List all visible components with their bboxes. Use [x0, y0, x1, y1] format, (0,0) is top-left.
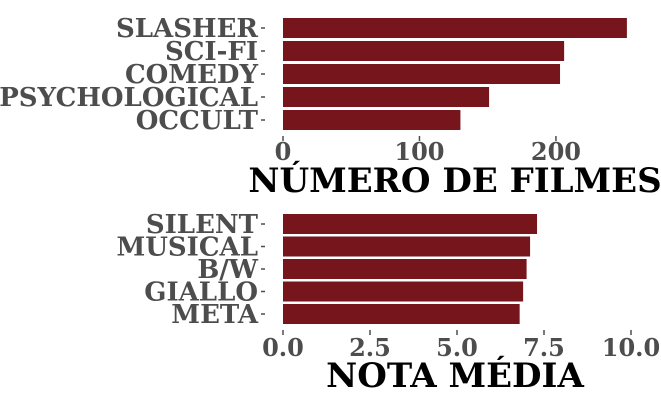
film-count-category-label: OCCULT: [136, 106, 259, 136]
average-rating-x-tick-label: 2.5: [349, 333, 391, 362]
film-count-category-label: SCI-FI: [165, 37, 258, 67]
film-count-bar: [283, 87, 490, 107]
film-count-x-tick-label: 0: [275, 137, 292, 166]
average-rating-category-label: MUSICAL: [116, 233, 258, 263]
average-rating-x-tick-label: 7.5: [523, 333, 565, 362]
average-rating-category-label: SILENT: [146, 210, 259, 240]
film-count-x-tick-label: 100: [394, 137, 444, 166]
film-count-x-tick-label: 200: [531, 137, 581, 166]
average-rating-bar: [283, 236, 531, 257]
film-count-bar: [283, 110, 461, 130]
average-rating-x-tick-label: 10.0: [602, 333, 660, 362]
film-count-bar: [283, 41, 565, 61]
film-count-bar: [283, 64, 561, 84]
x-axis-title-average-rating: NOTA MÉDIA: [326, 355, 584, 396]
x-axis-title-film-count: NÚMERO DE FILMES: [248, 160, 661, 201]
average-rating-category-label: META: [171, 300, 259, 330]
average-rating-category-label: GIALLO: [144, 278, 258, 308]
film-count-bar: [283, 18, 627, 38]
average-rating-bar: [283, 281, 524, 302]
average-rating-bar: [283, 214, 538, 234]
average-rating-bar: [283, 304, 520, 324]
average-rating-x-tick-label: 0.0: [262, 333, 304, 362]
film-count-category-label: SLASHER: [116, 14, 258, 44]
average-rating-x-tick-label: 5.0: [436, 333, 478, 362]
average-rating-category-label: B/W: [197, 255, 258, 285]
average-rating-bar: [283, 259, 527, 279]
film-count-category-label: COMEDY: [125, 60, 258, 90]
film-count-category-label: PSYCHOLOGICAL: [0, 83, 258, 113]
